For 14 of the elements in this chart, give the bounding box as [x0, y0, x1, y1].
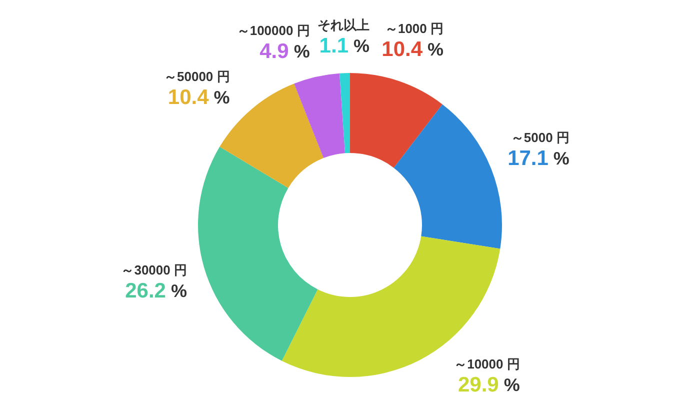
- slice-label: ～5000 円: [510, 130, 570, 146]
- slice-label: ～30000 円: [121, 262, 187, 278]
- data-label: 1.1 %: [319, 34, 370, 58]
- data-label: 4.9 %: [260, 40, 310, 63]
- data-label: 26.2 %: [125, 279, 187, 302]
- slice-label: ～100000 円: [236, 22, 310, 38]
- slice-label: それ以上: [318, 18, 370, 33]
- data-label: 29.9 %: [458, 374, 520, 397]
- data-label: 17.1 %: [508, 147, 570, 170]
- data-label: 10.4 %: [382, 38, 444, 61]
- slice-label: ～1000 円: [384, 20, 444, 36]
- slice-label: ～50000 円: [164, 69, 230, 84]
- data-label: 10.4 %: [168, 86, 230, 110]
- slice-label: ～10000 円: [454, 356, 520, 372]
